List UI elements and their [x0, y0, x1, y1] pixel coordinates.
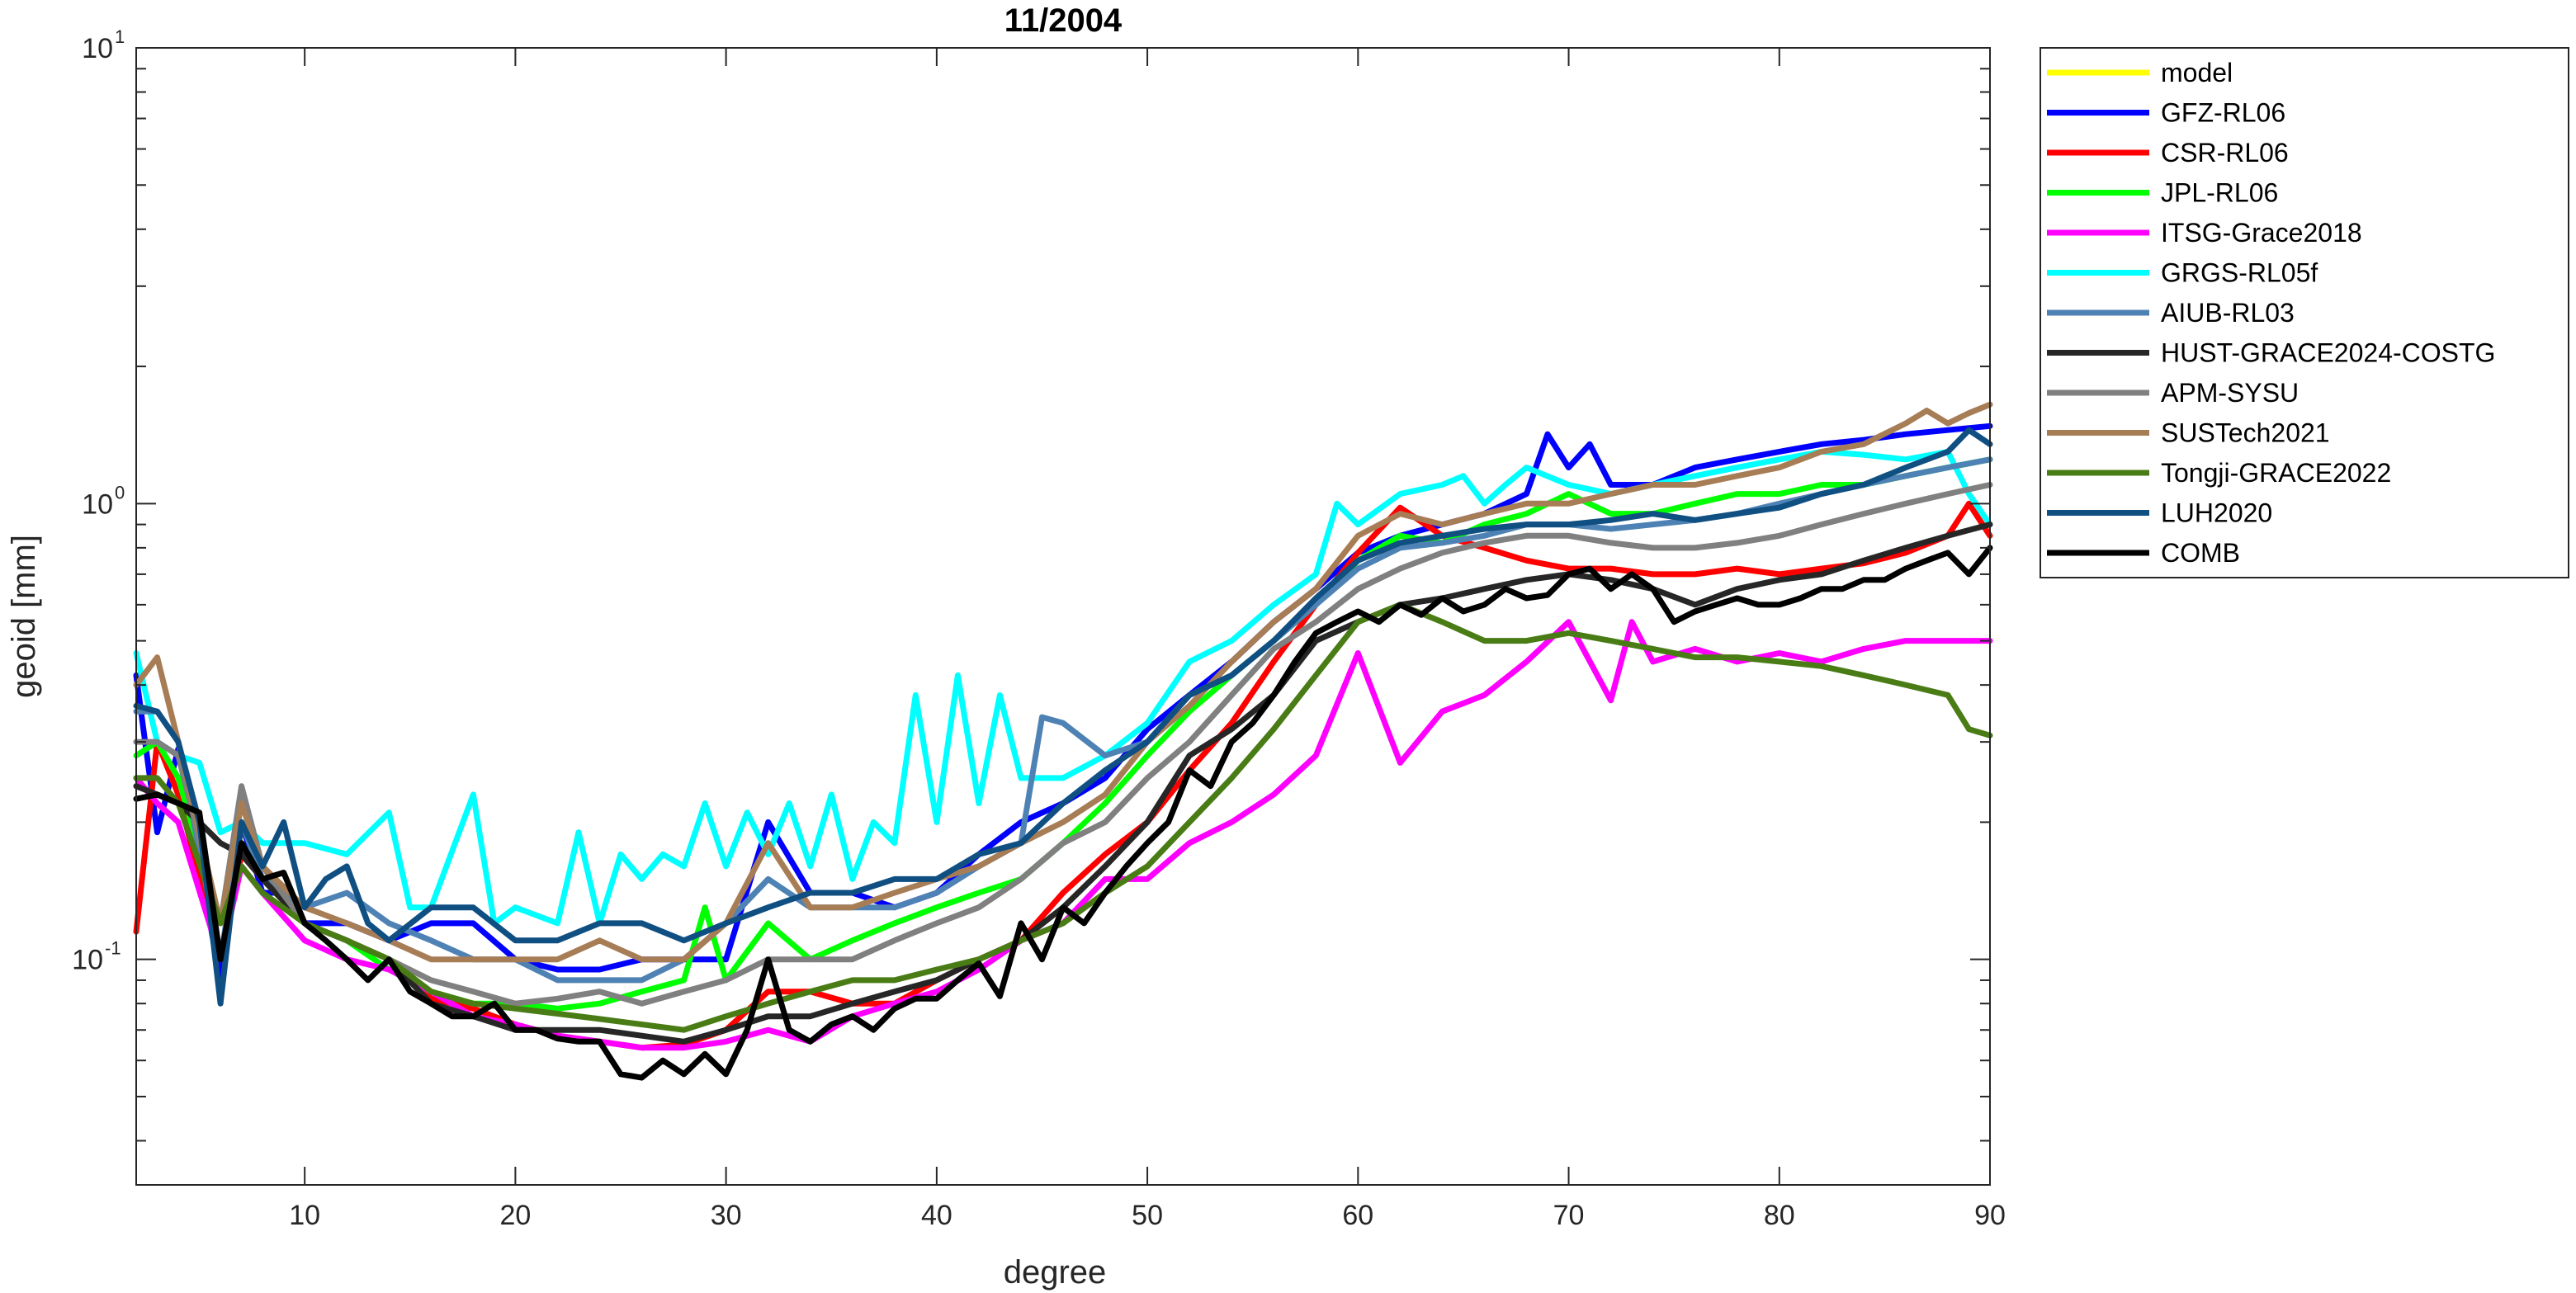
legend-label-1: GFZ-RL06 — [2161, 98, 2285, 128]
x-tick-label: 40 — [921, 1200, 952, 1231]
x-tick-label: 30 — [711, 1200, 742, 1231]
legend: model GFZ-RL06 CSR-RL06 JPL-RL06 ITSG-Grace2… — [2040, 47, 2569, 578]
legend-label-11: LUH2020 — [2161, 498, 2272, 528]
x-ticks: 10 20 30 40 50 60 70 80 90 — [289, 48, 2006, 1231]
legend-label-9: SUSTech2021 — [2161, 418, 2330, 448]
y-tick-label-exponent: -1 — [105, 938, 121, 959]
x-tick-label: 10 — [289, 1200, 320, 1231]
series-line-12 — [133, 545, 1993, 1081]
x-axis-label: degree — [1004, 1254, 1107, 1291]
series-line-5 — [133, 448, 1993, 927]
y-tick-label-base: 10 — [72, 945, 103, 976]
y-tick-label-base: 10 — [82, 33, 113, 64]
y-axis-label: geoid [mm] — [6, 535, 42, 698]
x-tick-label: 50 — [1132, 1200, 1163, 1231]
legend-label-8: APM-SYSU — [2161, 378, 2299, 408]
legend-label-0: model — [2161, 58, 2233, 87]
y-tick-label-exponent: 0 — [115, 482, 125, 503]
plot-frame — [135, 47, 1991, 1186]
y-tick-label-base: 10 — [82, 488, 113, 520]
legend-label-7: HUST-GRACE2024-COSTG — [2161, 338, 2495, 368]
legend-label-4: ITSG-Grace2018 — [2161, 218, 2362, 248]
legend-label-5: GRGS-RL05f — [2161, 258, 2318, 288]
series-line-11 — [133, 427, 1993, 1007]
x-tick-label: 70 — [1553, 1200, 1585, 1231]
y-tick-label-exponent: 1 — [115, 26, 125, 47]
x-tick-label: 60 — [1342, 1200, 1373, 1231]
legend-label-3: JPL-RL06 — [2161, 178, 2278, 208]
legend-label-12: COMB — [2161, 538, 2240, 568]
x-tick-label: 80 — [1764, 1200, 1795, 1231]
series-line-10 — [133, 602, 1993, 1033]
x-tick-label: 90 — [1974, 1200, 2006, 1231]
chart-title: 11/2004 — [1004, 2, 1123, 39]
legend-label-6: AIUB-RL03 — [2161, 298, 2295, 328]
x-tick-label: 20 — [499, 1200, 531, 1231]
legend-label-2: CSR-RL06 — [2161, 138, 2289, 168]
legend-label-10: Tongji-GRACE2022 — [2161, 458, 2391, 488]
series-line-6 — [133, 456, 1993, 984]
series-group — [133, 401, 1993, 1081]
